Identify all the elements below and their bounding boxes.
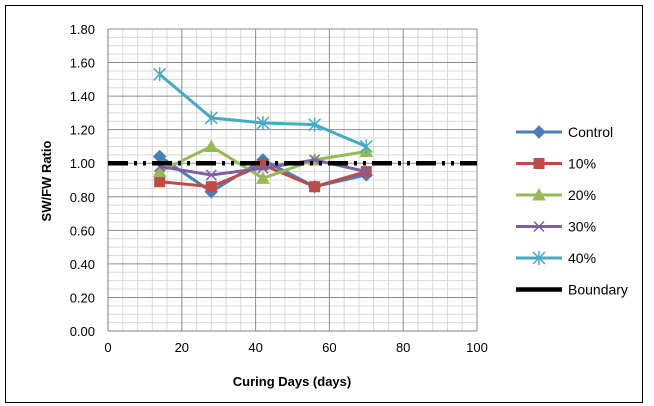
- y-axis-title: SW/FW Ratio: [39, 141, 54, 222]
- legend-marker: [533, 126, 545, 138]
- y-tick-label: 1.80: [70, 22, 95, 37]
- data-point: [155, 177, 165, 187]
- legend-item: 10%: [516, 156, 596, 172]
- x-tick-label: 80: [396, 340, 410, 355]
- legend-label: 10%: [568, 156, 596, 172]
- x-tick-label: 60: [322, 340, 336, 355]
- x-tick-label: 0: [104, 340, 111, 355]
- x-tick-label: 40: [248, 340, 262, 355]
- legend-label: 30%: [568, 219, 596, 235]
- x-tick-label: 100: [466, 340, 488, 355]
- legend-label: 20%: [568, 187, 596, 203]
- y-tick-label: 1.00: [70, 156, 95, 171]
- legend-item: Control: [516, 124, 613, 140]
- data-point: [310, 182, 320, 192]
- series-line: [160, 74, 367, 146]
- y-tick-label: 0.20: [70, 290, 95, 305]
- legend: Control 10% 20% 30% 40% Boundary: [516, 124, 628, 298]
- y-tick-label: 0.40: [70, 257, 95, 272]
- data-point: [206, 182, 216, 192]
- series-layer: [108, 67, 477, 197]
- legend-item: 30%: [516, 219, 596, 235]
- x-tick-label: 20: [175, 340, 189, 355]
- legend-item: Boundary: [516, 282, 628, 298]
- x-axis-title: Curing Days (days): [233, 374, 351, 389]
- y-tick-label: 1.20: [70, 123, 95, 138]
- legend-label: 40%: [568, 250, 596, 266]
- legend-marker: [534, 159, 544, 169]
- y-tick-label: 0.60: [70, 223, 95, 238]
- y-tick-label: 0.00: [70, 324, 95, 339]
- data-point: [154, 67, 166, 81]
- legend-item: 20%: [516, 187, 596, 203]
- y-tick-label: 0.80: [70, 190, 95, 205]
- series-40pct: [154, 67, 373, 153]
- legend-item: 40%: [516, 250, 596, 266]
- y-tick-label: 1.40: [70, 89, 95, 104]
- legend-label: Boundary: [568, 282, 628, 298]
- y-tick-label: 1.60: [70, 56, 95, 71]
- legend-label: Control: [568, 124, 613, 140]
